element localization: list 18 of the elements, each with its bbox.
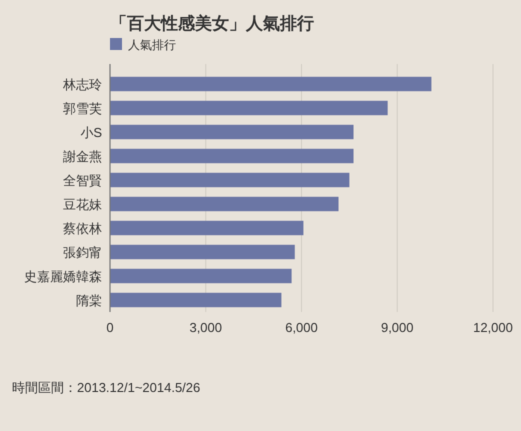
y-tick-label: 豆花妹 <box>63 197 102 212</box>
y-tick-label: 小S <box>80 125 102 140</box>
text: 時間區間：2013.12/1~2014.5/26 <box>12 380 200 395</box>
y-tick-label: 張鈞甯 <box>63 245 102 260</box>
x-tick-label: 0 <box>106 320 114 335</box>
y-tick-label: 史嘉麗嬌韓森 <box>24 269 102 284</box>
y-tick-label: 隋棠 <box>76 293 102 308</box>
x-tick-label: 6,000 <box>285 320 318 335</box>
chart-title: 「百大性感美女」人氣排行 <box>110 14 314 33</box>
y-tick-label: 郭雪芙 <box>63 101 102 116</box>
legend-label: 人氣排行 <box>128 38 176 52</box>
x-tick-label: 3,000 <box>189 320 222 335</box>
y-tick-label: 蔡依林 <box>63 221 102 236</box>
y-tick-label: 謝金燕 <box>63 149 102 164</box>
y-tick-label: 林志玲 <box>62 77 102 92</box>
x-tick-label: 12,000 <box>473 320 513 335</box>
y-tick-label: 全智賢 <box>63 173 102 188</box>
x-tick-label: 9,000 <box>380 320 414 335</box>
